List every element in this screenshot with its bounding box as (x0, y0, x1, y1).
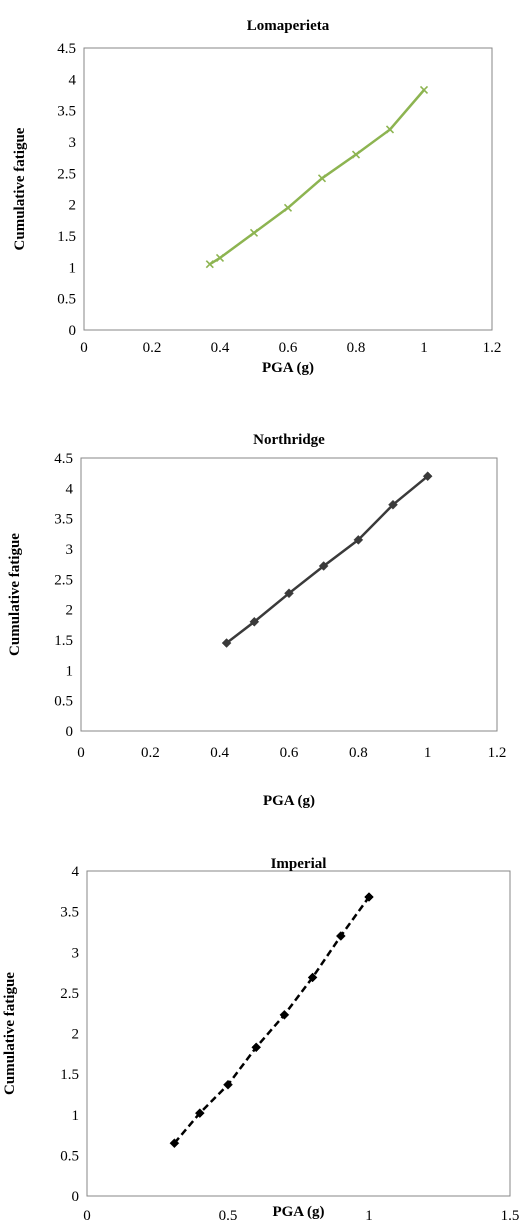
chart1-x-tick-label: 0.8 (347, 340, 366, 356)
chart1-y-tick-label: 1 (69, 260, 77, 276)
chart2-x-tick-label: 0.6 (280, 745, 299, 761)
chart2-y-tick-label: 0 (66, 724, 74, 740)
chart2-data-point (318, 561, 329, 571)
chart1-data-point (351, 150, 361, 159)
chart2-x-tick-label: 0.4 (210, 745, 229, 761)
chart1-series-line (209, 89, 425, 266)
chart2-series-line (225, 475, 429, 644)
chart1-plot-frame (83, 47, 493, 331)
chart2-data-point (284, 588, 294, 599)
chart3: Imperial 0 0.5 1 1.5 0 0.5 1 1.5 2 2.5 3 3.5 4 PGA (g)… (2, 856, 519, 1224)
chart1-y-tick-label: 3 (69, 135, 77, 151)
chart1-data-point (385, 125, 395, 134)
chart2-y-tick-label: 2.5 (54, 572, 73, 588)
chart1-data-point (249, 228, 259, 237)
chart1-x-tick-label: 1 (420, 340, 428, 356)
chart1-data-point (205, 260, 214, 269)
chart3-y-tick-label: 4 (72, 864, 80, 880)
chart1-x-axis-title: PGA (g) (262, 360, 314, 376)
chart3-data-point (364, 892, 374, 902)
chart1-y-tick-label: 4 (69, 72, 77, 88)
chart3-y-tick-label: 3 (72, 945, 80, 961)
chart2-data-point (221, 638, 232, 648)
chart3-data-point (169, 1138, 180, 1149)
chart1-y-tick-label: 0.5 (57, 292, 76, 308)
chart3-y-tick-label: 0.5 (60, 1148, 79, 1164)
chart1-y-tick-label: 1.5 (57, 229, 76, 245)
chart1-x-tick-label: 0.6 (279, 340, 298, 356)
chart1-data-point (283, 203, 293, 212)
chart2-title: Northridge (253, 432, 325, 448)
chart2-y-tick-label: 3 (66, 542, 74, 558)
chart2-data-point (353, 535, 364, 545)
chart3-x-tick-label: 1 (365, 1208, 373, 1224)
chart2-x-tick-label: 0.2 (141, 745, 160, 761)
chart1-y-tick-label: 2 (69, 198, 77, 214)
chart1-y-tick-label: 0 (69, 323, 77, 339)
chart1-y-tick-label: 2.5 (57, 166, 76, 182)
chart1: Lomaperieta 0 0.2 0.4 0.6 0.8 1 1.2 0 0.5 1 1.5 2 2.5… (12, 18, 501, 376)
chart3-y-axis-title: Cumulative fatigue (2, 972, 18, 1095)
chart1-data-point (215, 253, 225, 262)
chart1-x-tick-label: 0.2 (143, 340, 162, 356)
chart3-x-tick-label: 1.5 (501, 1208, 520, 1224)
chart2-y-tick-label: 4 (66, 481, 74, 497)
chart3-y-tick-label: 2 (72, 1027, 80, 1043)
chart3-data-point (223, 1079, 233, 1090)
chart2-y-tick-label: 1.5 (54, 633, 73, 649)
chart1-x-tick-label: 0.4 (211, 340, 230, 356)
chart1-data-point (317, 174, 327, 183)
chart3-data-point (194, 1108, 205, 1118)
chart3-data-point (335, 931, 346, 941)
chart2: Northridge 0 0.2 0.4 0.6 0.8 1 1.2 0 0.5 1 1.5 2 2.5 3… (7, 432, 506, 809)
chart3-data-point (307, 972, 318, 983)
chart1-data-point (419, 85, 429, 95)
chart1-x-tick-label: 0 (80, 340, 88, 356)
chart1-x-tick-label: 1.2 (483, 340, 502, 356)
chart2-x-tick-label: 1.2 (488, 745, 507, 761)
chart2-x-tick-label: 0 (77, 745, 85, 761)
chart1-y-tick-label: 4.5 (57, 41, 76, 57)
chart2-y-axis-title: Cumulative fatigue (7, 533, 23, 656)
chart3-data-point (279, 1009, 290, 1020)
chart3-title: Imperial (271, 856, 327, 872)
chart3-y-tick-label: 0 (72, 1189, 80, 1205)
chart3-plot-frame (86, 870, 511, 1197)
chart2-x-axis-title: PGA (g) (263, 793, 315, 809)
chart3-x-tick-label: 0 (83, 1208, 91, 1224)
chart2-y-tick-label: 2 (66, 603, 74, 619)
chart2-data-point (388, 499, 398, 510)
chart2-x-tick-label: 1 (424, 745, 432, 761)
chart3-series-line (173, 896, 371, 1145)
chart2-x-tick-label: 0.8 (349, 745, 368, 761)
chart2-plot-frame (80, 457, 498, 732)
chart3-y-tick-label: 3.5 (60, 905, 79, 921)
chart1-y-tick-label: 3.5 (57, 104, 76, 120)
chart2-y-tick-label: 3.5 (54, 512, 73, 528)
chart3-y-tick-label: 1 (72, 1108, 80, 1124)
chart2-y-tick-label: 1 (66, 663, 74, 679)
chart3-x-axis-title: PGA (g) (272, 1204, 324, 1220)
chart1-title: Lomaperieta (247, 18, 330, 34)
chart2-data-point (249, 616, 260, 627)
chart3-y-tick-label: 1.5 (60, 1067, 79, 1083)
chart3-x-tick-label: 0.5 (219, 1208, 238, 1224)
chart2-y-tick-label: 4.5 (54, 451, 73, 467)
chart2-y-tick-label: 0.5 (54, 694, 73, 710)
chart3-data-point (251, 1042, 262, 1053)
chart3-y-tick-label: 2.5 (60, 986, 79, 1002)
chart2-data-point (422, 471, 433, 482)
chart1-y-axis-title: Cumulative fatigue (12, 127, 28, 250)
